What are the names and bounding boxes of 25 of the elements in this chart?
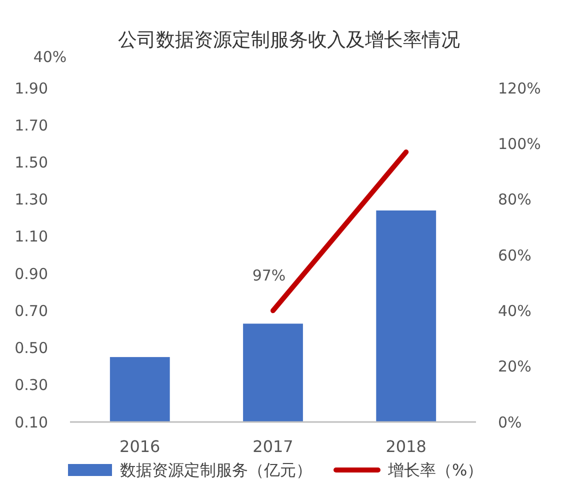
text: 40%: [33, 48, 67, 66]
y-tick-label: 1.30: [14, 190, 48, 209]
y-tick-label: 1.10: [14, 228, 48, 246]
y-tick-label: 0.90: [14, 264, 48, 283]
chart-title: 公司数据资源定制服务收入及增长率情况: [118, 29, 460, 51]
y-tick-label: 0.30: [14, 376, 48, 394]
x-tick-label: 2017: [252, 437, 294, 456]
y2-tick-label: 60%: [498, 246, 532, 264]
y-tick-label: 1.90: [14, 79, 48, 98]
legend-label: 增长率（%）: [387, 460, 484, 480]
y-tick-label: 1.70: [14, 116, 48, 134]
y2-tick-label: 40%: [498, 302, 532, 320]
y2-tick-label: 20%: [498, 358, 532, 376]
y2-tick-label: 0%: [498, 413, 522, 432]
x-tick-label: 2016: [120, 437, 160, 456]
y2-tick-label: 100%: [498, 134, 541, 153]
y-tick-label: 1.50: [14, 153, 48, 172]
y-tick-label: 0.50: [14, 339, 48, 358]
y-tick-label: 0.70: [14, 302, 48, 320]
y2-tick-label: 80%: [498, 190, 532, 209]
annotation: 97%: [252, 266, 286, 285]
x-tick-label: 2018: [386, 437, 426, 456]
legend-label: 数据资源定制服务（亿元）: [120, 460, 312, 480]
y-tick-label: 0.10: [14, 413, 48, 432]
y2-tick-label: 120%: [498, 79, 541, 98]
